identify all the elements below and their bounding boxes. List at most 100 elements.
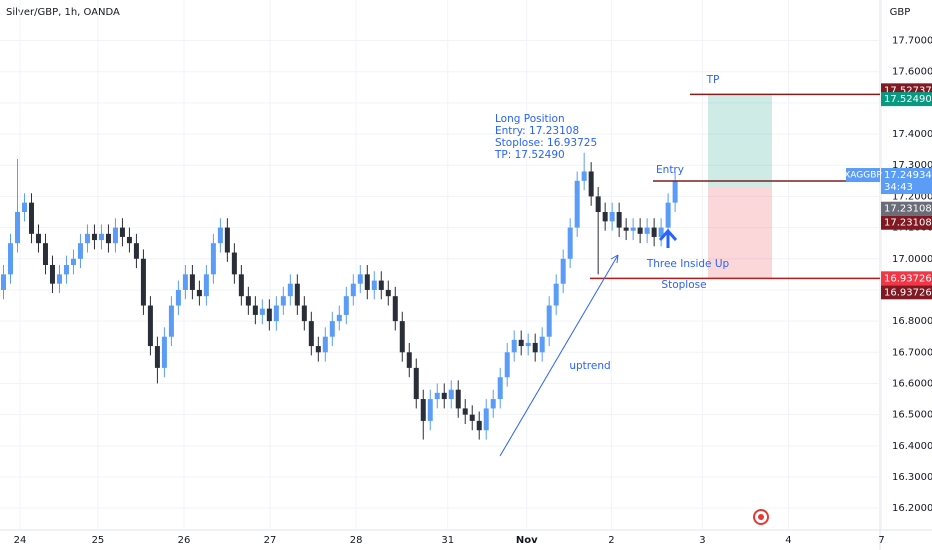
price-label: 17.24934 [884,170,932,181]
candle-body [35,233,41,244]
candle-body [581,171,587,181]
candle-body [63,265,69,275]
candle-body [56,274,62,284]
price-label-box [881,201,932,216]
candle-body [259,308,265,315]
candle-body [406,352,412,368]
candle-body [231,252,237,275]
position-note: Entry: 17.23108 [495,125,579,137]
price-label-box [881,271,932,286]
y-tick-label: 16.30000 [892,472,932,483]
candle-body [112,227,118,244]
symbol-box [846,168,880,183]
candle-body [343,296,349,315]
candle-body [168,305,174,337]
candle-body [637,227,643,234]
candle-body [154,346,160,368]
candle-body [455,389,461,409]
candle-body [238,274,244,297]
candle-body [483,408,489,431]
candle-body [539,336,545,353]
y-tick-label: 16.60000 [892,378,932,389]
currency: GBP [890,7,911,18]
x-tick-label: 2 [608,535,614,546]
candle-body [672,180,678,203]
y-tick-label: 16.20000 [892,503,932,514]
candle-body [532,342,538,353]
candle-body [476,420,482,431]
candle-body [301,305,307,322]
candle-body [364,274,370,290]
position-note: Stoplose: 16.93725 [495,137,597,149]
trend-arrow [499,254,619,457]
candle-body [448,389,454,400]
candle-body [126,236,132,244]
candle-body [511,339,517,353]
candle-body [350,283,356,297]
candle-body [392,296,398,322]
candle-body [42,243,48,265]
candle-body [588,171,594,197]
x-tick-label: 4 [785,535,791,546]
candle-body [98,233,104,241]
candle-body [287,283,293,297]
candle-body [175,289,181,306]
candle-body [602,212,608,222]
price-label: 17.23108 [884,204,932,215]
candle-body [609,212,615,222]
position-note: TP: 17.52490 [494,149,565,161]
candle-body [217,227,223,244]
candle-body [546,305,552,337]
y-tick-label: 17.70000 [892,36,932,47]
x-tick-label: 7 [878,535,884,546]
y-tick-label: 17.20000 [892,191,932,202]
y-tick-label: 16.80000 [892,316,932,327]
candle-body [385,289,391,297]
candle-body [420,399,426,421]
candle-body [161,336,167,368]
candle-body [665,202,671,228]
candle-body [77,243,83,259]
y-tick-label: 17.00000 [892,254,932,265]
candle-body [322,336,328,353]
target-zone [708,95,772,187]
candle-body [252,305,258,315]
candle-body [266,308,272,322]
x-tick-label: 27 [264,535,277,546]
candle-body [413,367,419,400]
candle-body [595,196,601,212]
candle-body [553,283,559,306]
candle-body [7,243,13,275]
candle-body [273,305,279,322]
pattern-arrow [658,228,678,248]
candle-body [336,314,342,322]
candle-body [658,227,664,237]
candle-body [70,258,76,265]
price-label-box [881,215,932,230]
candle-body [308,321,314,347]
x-tick-label: Nov [516,535,538,546]
y-tick-label: 17.30000 [892,160,932,171]
candle-body [630,227,636,231]
symbol-label: XAGGBP [844,171,882,181]
candle-body [84,233,90,244]
candle-body [224,227,230,253]
candle-body [623,227,629,231]
candle-body [462,408,468,415]
entry-label: Entry [656,164,684,176]
candle-body [504,352,510,378]
x-tick-label: 26 [178,535,191,546]
candle-body [140,258,146,306]
candle-body [182,274,188,290]
x-tick-label: 31 [441,535,454,546]
candle-body [427,399,433,421]
x-tick-label: 28 [350,535,363,546]
candle-body [371,280,377,290]
price-label: 17.23108 [884,218,932,229]
stop-zone [708,186,772,279]
candle-body [518,339,524,347]
candle-body [574,180,580,228]
chart-title: Silver/GBP, 1h, OANDA [6,7,120,18]
